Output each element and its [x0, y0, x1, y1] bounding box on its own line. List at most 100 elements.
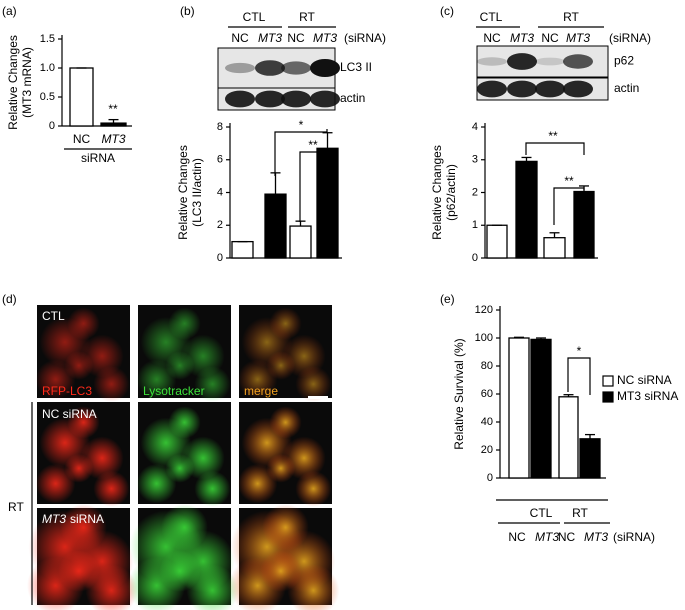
bar [530, 338, 552, 479]
error-bar [536, 337, 546, 340]
band-label: actin [340, 91, 365, 105]
panel-label: (c) [440, 4, 454, 18]
band [255, 90, 285, 108]
y-tick-label: 1.0 [40, 62, 55, 74]
bar [264, 193, 287, 259]
significance-bracket [299, 150, 328, 222]
band [563, 54, 593, 69]
panel-label: (b) [180, 4, 195, 18]
channel-label: Lysotracker [143, 384, 205, 398]
cell [269, 307, 302, 340]
channel-label: merge [244, 384, 278, 398]
band [507, 80, 537, 98]
y-tick-label: 80 [481, 360, 493, 372]
y-tick-label: 1.5 [40, 33, 55, 45]
gene-name: MT3 [42, 512, 66, 526]
y-tick-label: 8 [217, 121, 223, 133]
y-axis-label: (LC3 II/actin) [190, 158, 204, 227]
band-label: actin [614, 81, 639, 95]
band [477, 57, 507, 66]
y-tick-label: 0 [487, 472, 493, 484]
cell [93, 366, 130, 403]
error-bar [514, 336, 524, 338]
band [225, 62, 255, 74]
y-axis-label: (MT3 mRNA) [20, 47, 34, 118]
cell [58, 550, 100, 592]
cell [161, 504, 208, 551]
significance-bracket [567, 357, 591, 395]
y-tick-label: 1 [472, 219, 478, 231]
y-tick-label: 0 [472, 252, 478, 264]
y-axis-label: Relative Changes [430, 145, 444, 240]
group-label: CTL [243, 10, 266, 24]
significance-label: * [577, 344, 582, 358]
bar [558, 396, 579, 479]
band-label: LC3 II [340, 60, 372, 74]
y-tick-label: 120 [475, 304, 493, 316]
x-tick-label: MT3 [102, 132, 126, 146]
bar [100, 122, 127, 127]
lane-label: MT3 [313, 31, 337, 45]
significance-bracket [274, 129, 328, 176]
bar [69, 67, 94, 127]
bar [579, 438, 601, 479]
bar [289, 225, 312, 259]
significance-label: ** [564, 174, 574, 188]
significance-label: * [299, 118, 304, 132]
cell [295, 366, 332, 403]
image-label: CTL [42, 309, 65, 323]
cell [260, 550, 302, 592]
label-text: siRNA [70, 512, 104, 526]
cell [165, 453, 195, 483]
lane-label: NC [231, 31, 249, 45]
bar [515, 160, 538, 259]
y-tick-label: 60 [481, 388, 493, 400]
cell [64, 351, 94, 380]
significance-bracket [525, 142, 585, 155]
sub-label: MT3 [535, 530, 559, 544]
error-bar [108, 118, 119, 124]
bar [543, 237, 566, 259]
panel-label: (e) [440, 292, 455, 306]
cell [168, 307, 201, 340]
cell [262, 504, 309, 551]
lane-label: NC [541, 31, 559, 45]
legend-swatch [602, 391, 614, 403]
cell [194, 470, 231, 507]
y-tick-label: 6 [217, 154, 223, 166]
band [563, 80, 593, 98]
band [281, 90, 311, 108]
y-tick-label: 3 [472, 154, 478, 166]
cell [266, 351, 296, 380]
y-axis-label: Relative Changes [176, 145, 190, 240]
y-tick-label: 2 [217, 219, 223, 231]
cell [136, 463, 177, 504]
significance-label: ** [308, 138, 318, 152]
bar [316, 147, 339, 259]
band [310, 90, 340, 108]
significance-label: ** [108, 102, 118, 116]
cell [35, 463, 76, 504]
y-tick-label: 40 [481, 416, 493, 428]
lane-note: (siRNA) [609, 31, 651, 45]
group-label: RT [563, 10, 579, 24]
x-tick-label: CTL [530, 506, 553, 520]
band [255, 60, 285, 76]
cell [269, 406, 302, 439]
cell [165, 351, 195, 380]
y-tick-label: 4 [217, 186, 223, 198]
error-bar [563, 394, 574, 397]
image-label: NC siRNA [42, 407, 97, 421]
scale-bar [308, 396, 328, 399]
y-tick-label: 20 [481, 444, 493, 456]
lane-label: MT3 [510, 31, 534, 45]
panel-label: (d) [2, 292, 17, 306]
cell [237, 463, 278, 504]
cell [266, 453, 296, 483]
cell [93, 470, 130, 507]
band [535, 80, 565, 98]
band [281, 61, 311, 75]
lane-label: MT3 [258, 31, 282, 45]
significance-label: ** [548, 129, 558, 143]
